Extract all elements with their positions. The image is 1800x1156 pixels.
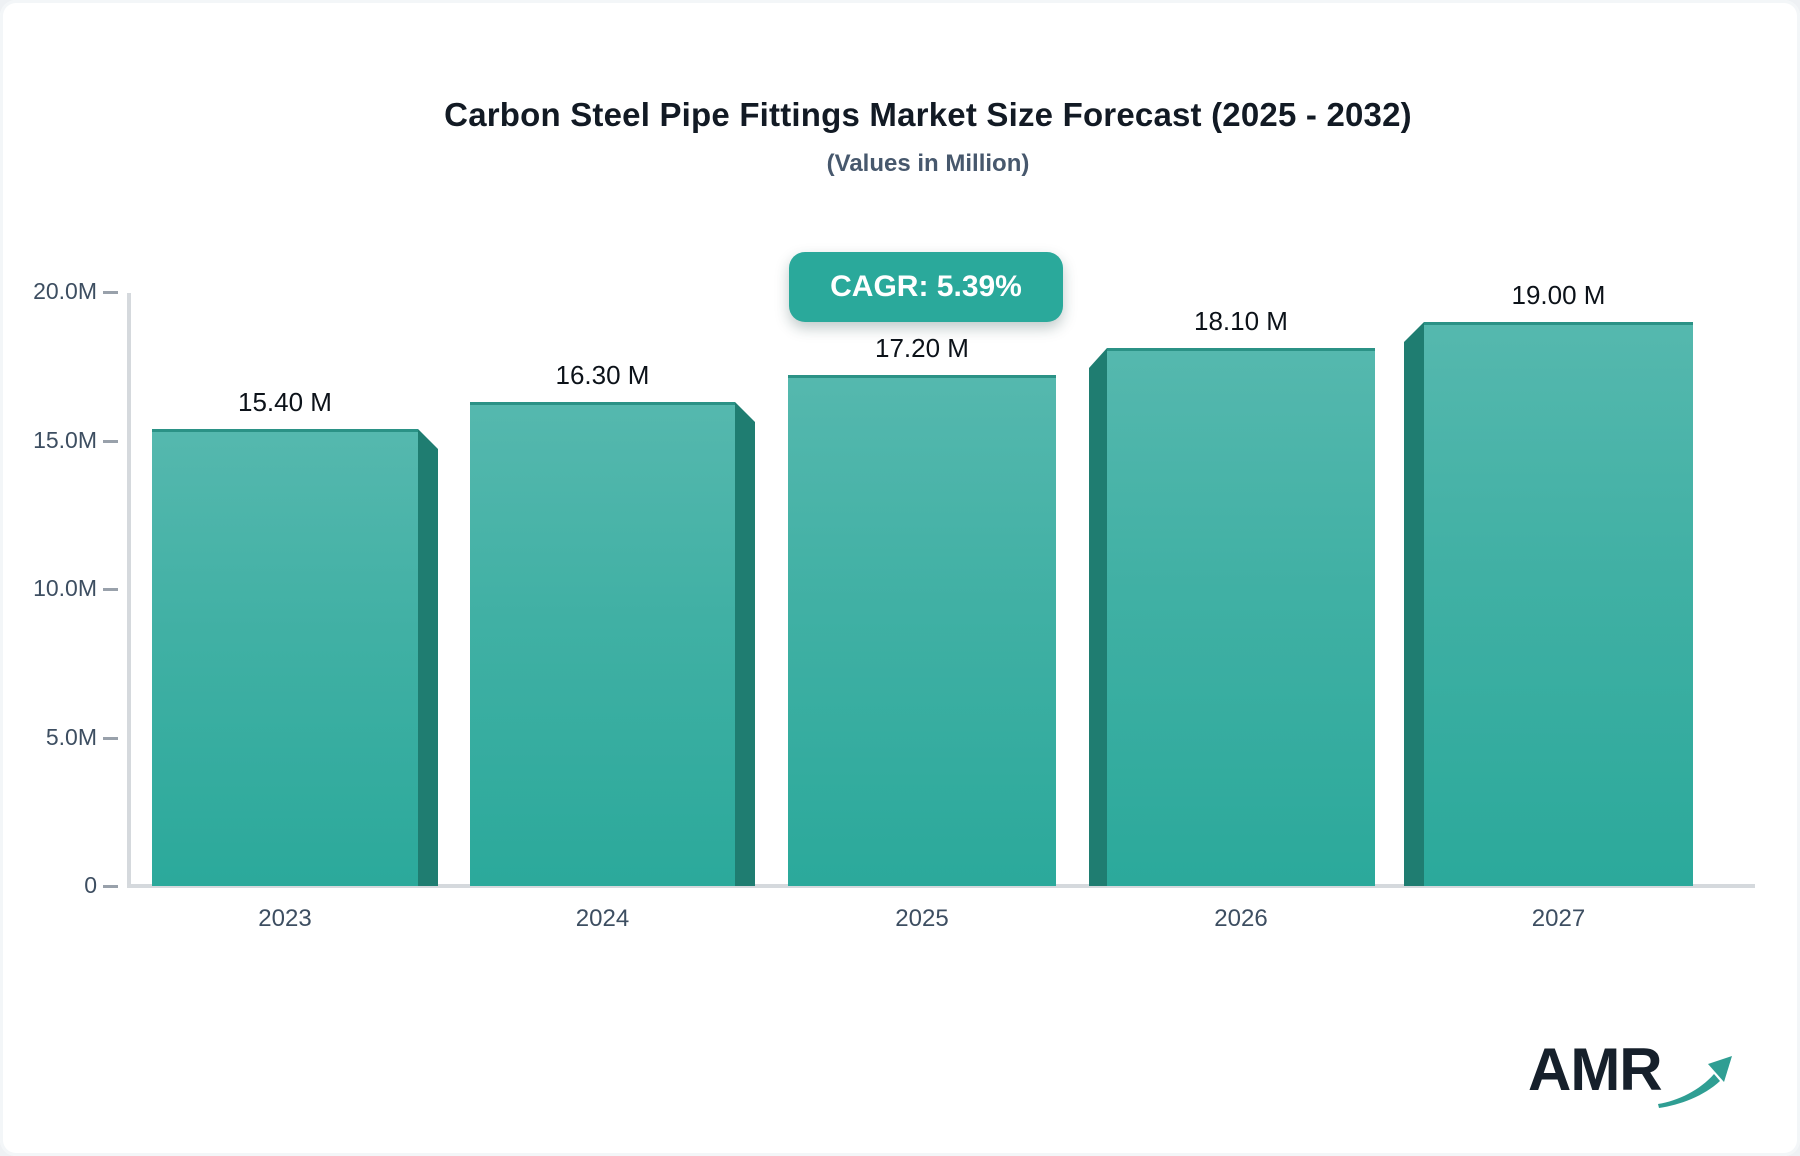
cagr-badge: CAGR: 5.39% [789,252,1063,322]
bar-2026 [1089,348,1375,886]
trend-up-arrow-icon [1658,1056,1732,1108]
y-tick-dash [103,291,118,294]
bar-front [788,375,1056,886]
y-tick-label: 5.0M [45,724,97,750]
y-tick-label: 10.0M [33,575,97,601]
bar-side-panel [1404,322,1424,886]
bar-front [1107,348,1375,886]
y-tick-dash [103,737,118,740]
bar-front [152,429,418,886]
bar-value-label: 19.00 M [1511,280,1606,310]
bar-2025 [788,375,1056,886]
bar-2027 [1404,322,1693,886]
cagr-badge-label: CAGR: 5.39% [830,270,1022,303]
x-tick-label: 2023 [258,905,312,932]
x-tick-label: 2026 [1214,905,1268,932]
bar-2023 [152,429,438,886]
x-tick-label: 2025 [895,905,949,932]
y-tick-label: 20.0M [33,278,97,304]
x-tick-label: 2024 [575,905,630,932]
bar-side-panel [735,402,755,886]
x-axis-line [127,884,1755,888]
y-tick-dash [103,440,118,443]
amr-logo: AMR [1528,1032,1732,1112]
y-tick-dash [103,885,118,888]
bar-value-label: 16.30 M [555,360,650,390]
chart-title: Carbon Steel Pipe Fittings Market Size F… [444,96,1412,133]
bar-value-label: 15.40 M [238,387,332,417]
y-tick-label: 0 [84,872,97,898]
chart-subtitle: (Values in Million) [826,150,1030,177]
y-axis-line [127,293,131,887]
amr-logo-text: AMR [1528,1036,1663,1103]
y-tick-label: 15.0M [33,427,97,453]
bar-value-label: 18.10 M [1194,306,1288,336]
bar-front [1424,322,1693,886]
x-tick-label: 2027 [1531,905,1586,932]
bar-side-panel [1089,348,1107,886]
bar-2024 [470,402,755,886]
bar-front [470,402,735,886]
y-tick-dash [103,588,118,591]
bar-value-label: 17.20 M [875,333,969,363]
bar-side-panel [418,429,438,886]
